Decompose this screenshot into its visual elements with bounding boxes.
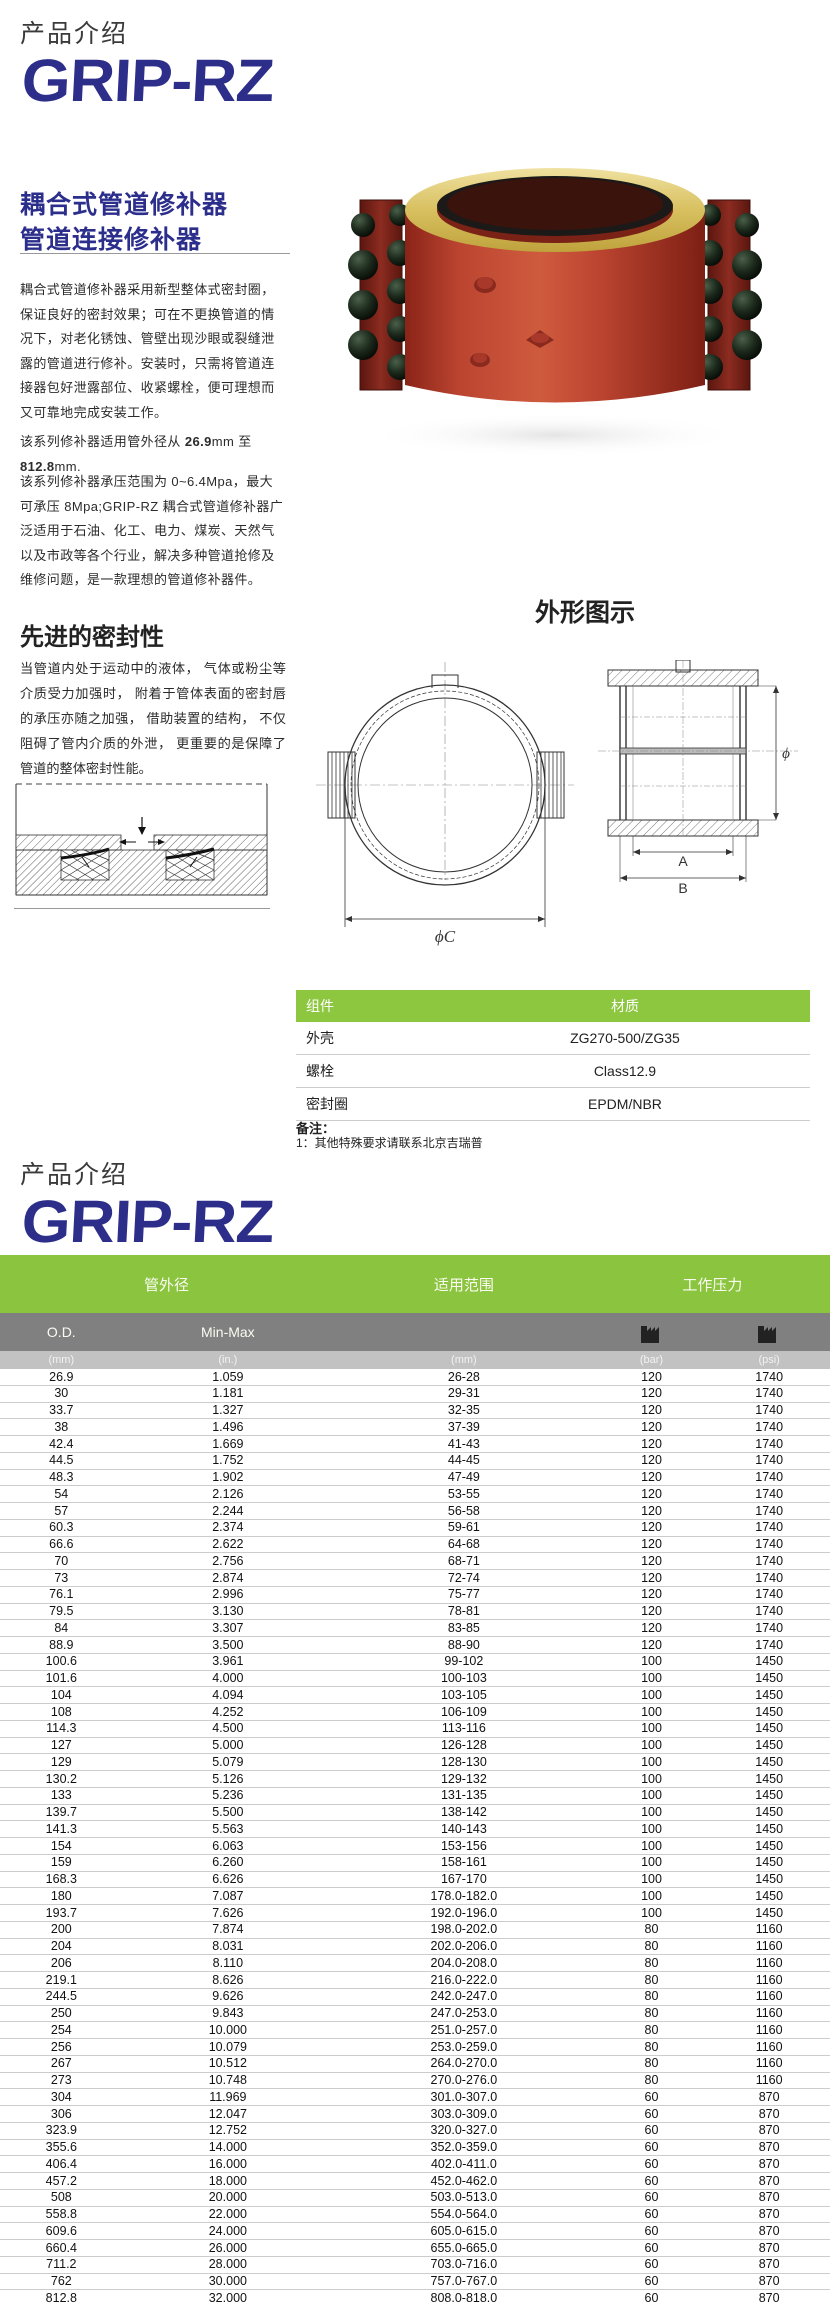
svg-text:B: B — [678, 880, 687, 895]
svg-text:ϕ: ϕ — [782, 746, 790, 762]
svg-text:ϕC: ϕC — [435, 927, 456, 946]
svg-text:A: A — [678, 853, 688, 869]
